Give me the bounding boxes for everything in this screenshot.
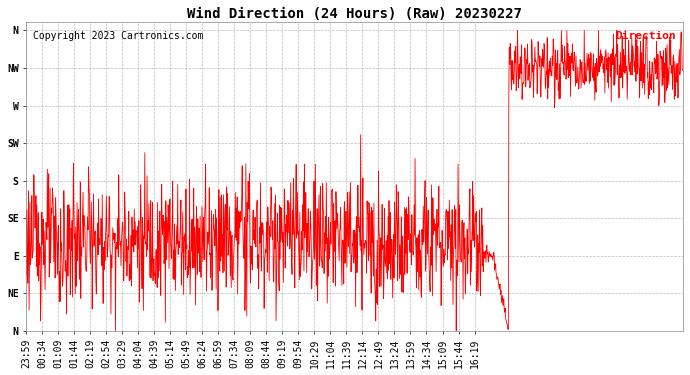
Text: Copyright 2023 Cartronics.com: Copyright 2023 Cartronics.com bbox=[33, 32, 204, 41]
Title: Wind Direction (24 Hours) (Raw) 20230227: Wind Direction (24 Hours) (Raw) 20230227 bbox=[187, 7, 522, 21]
Text: Direction: Direction bbox=[615, 32, 676, 41]
